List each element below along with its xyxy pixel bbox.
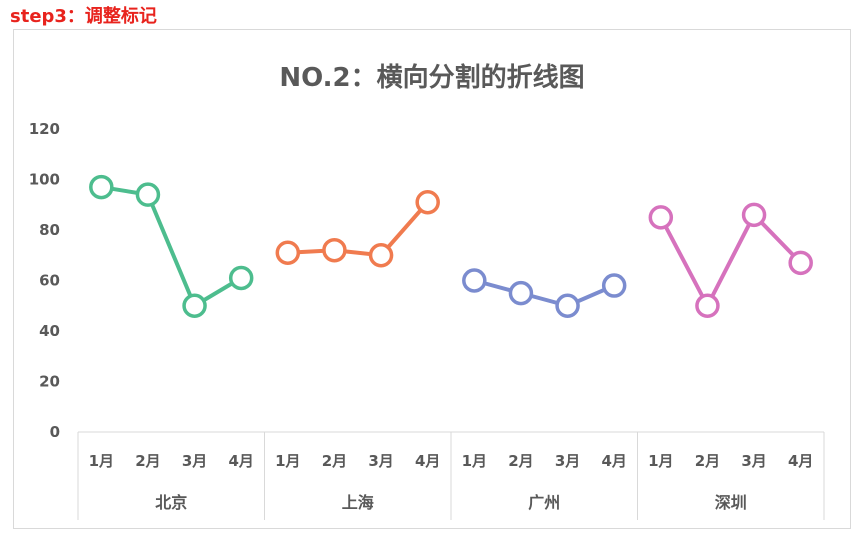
series-line: [287, 200, 430, 258]
y-tick-label: 0: [50, 423, 60, 441]
x-category-label: 4月: [601, 452, 626, 470]
x-category-label: 4月: [228, 452, 253, 470]
x-category-label: 3月: [368, 452, 393, 470]
data-point-marker: [462, 268, 487, 293]
data-point-marker: [89, 174, 114, 200]
y-tick-label: 120: [29, 120, 60, 138]
x-category-label: 2月: [695, 452, 720, 470]
step-title: step3：调整标记: [10, 6, 157, 27]
y-tick-label: 80: [39, 221, 60, 239]
x-category-label: 1月: [275, 452, 300, 470]
data-point-marker: [741, 202, 767, 228]
x-category-label: 1月: [89, 452, 114, 470]
y-tick-label: 100: [29, 171, 60, 189]
data-point-marker: [508, 280, 534, 306]
x-category-label: 1月: [462, 452, 487, 470]
series-line: [100, 185, 243, 308]
data-point-marker: [368, 243, 394, 268]
x-category-label: 3月: [555, 452, 580, 470]
x-category-label: 4月: [788, 452, 813, 470]
data-point-marker: [135, 182, 161, 207]
x-category-label: 2月: [322, 452, 347, 470]
data-point-marker: [601, 273, 627, 298]
series-layer: [89, 174, 813, 318]
x-category-label: 3月: [182, 452, 207, 470]
x-category-label: 2月: [135, 452, 160, 470]
data-point-marker: [648, 205, 674, 230]
data-point-marker: [322, 237, 347, 263]
x-group-label: 上海: [342, 493, 374, 512]
series-line: [473, 278, 615, 308]
y-tick-label: 20: [39, 373, 60, 391]
data-point-marker: [275, 240, 301, 265]
x-category-label: 4月: [415, 452, 440, 470]
y-tick-label: 40: [39, 322, 60, 340]
data-point-marker: [695, 293, 720, 318]
data-point-marker: [182, 293, 207, 318]
chart-frame: [13, 29, 851, 529]
x-group-label: 北京: [155, 493, 187, 512]
data-point-marker: [228, 265, 254, 291]
chart-title: NO.2：横向分割的折线图: [279, 62, 584, 93]
data-point-marker: [788, 250, 813, 276]
data-point-marker: [415, 189, 440, 215]
x-group-label: 广州: [528, 493, 560, 512]
x-group-label: 深圳: [715, 493, 747, 512]
x-category-label: 1月: [648, 452, 673, 470]
y-tick-label: 60: [39, 272, 60, 290]
series-line: [659, 212, 803, 308]
x-category-label: 2月: [508, 452, 533, 470]
data-point-marker: [555, 293, 580, 318]
x-category-label: 3月: [741, 452, 766, 470]
